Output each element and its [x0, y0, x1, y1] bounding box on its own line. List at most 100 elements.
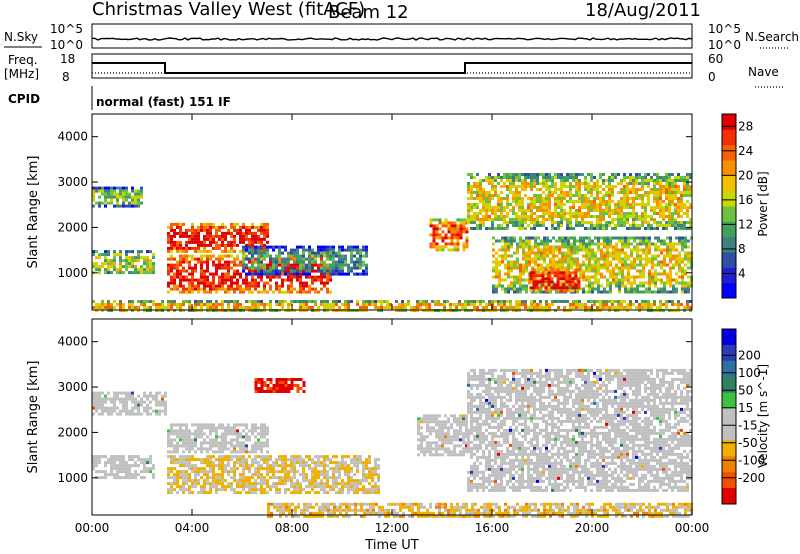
echo-cell — [494, 176, 497, 179]
echo-cell — [380, 306, 383, 309]
echo-cell — [119, 400, 122, 404]
echo-cell — [191, 447, 194, 451]
echo-cell — [648, 260, 651, 264]
echo-cell — [98, 406, 101, 410]
echo-cell — [635, 179, 638, 182]
echo-cell — [233, 222, 236, 226]
echo-cell — [662, 191, 665, 194]
echo-cell — [314, 263, 317, 267]
echo-cell — [134, 461, 137, 465]
echo-cell — [588, 278, 591, 282]
echo-cell — [590, 300, 593, 303]
echo-cell — [167, 491, 170, 495]
echo-cell — [621, 248, 624, 252]
echo-cell — [128, 391, 131, 395]
power-colorbar-swatch — [722, 282, 736, 299]
echo-cell — [185, 246, 188, 250]
echo-cell — [95, 250, 98, 254]
echo-cell — [203, 473, 206, 477]
echo-cell — [344, 300, 347, 303]
echo-cell — [266, 303, 269, 306]
echo-cell — [600, 290, 603, 294]
echo-cell — [515, 212, 518, 215]
echo-cell — [332, 254, 335, 258]
echo-cell — [128, 397, 131, 401]
echo-cell — [209, 438, 212, 442]
echo-cell — [179, 234, 182, 238]
echo-cell — [626, 176, 629, 179]
echo-cell — [573, 245, 576, 249]
echo-cell — [386, 303, 389, 306]
power-colorbar-swatch — [722, 206, 736, 222]
echo-cell — [683, 176, 686, 179]
echo-cell — [677, 215, 680, 218]
echo-cell — [167, 225, 170, 229]
echo-cell — [639, 272, 642, 276]
echo-cell — [137, 259, 140, 263]
echo-cell — [122, 303, 125, 306]
power-echo-cells — [92, 173, 693, 312]
echo-cell — [666, 278, 669, 282]
echo-cell — [594, 269, 597, 273]
echo-cell — [513, 251, 516, 255]
echo-cell — [167, 303, 170, 306]
echo-cell — [588, 239, 591, 243]
echo-cell — [212, 237, 215, 241]
echo-cell — [335, 260, 338, 264]
echo-cell — [635, 224, 638, 227]
echo-cell — [224, 441, 227, 445]
echo-cell — [191, 231, 194, 235]
echo-cell — [164, 412, 167, 416]
echo-cell — [170, 240, 173, 244]
echo-cell — [266, 266, 269, 270]
echo-cell — [597, 245, 600, 249]
echo-cell — [254, 482, 257, 486]
echo-cell — [230, 243, 233, 247]
echo-cell — [329, 269, 332, 273]
echo-cell — [305, 272, 308, 276]
echo-cell — [266, 254, 269, 258]
echo-cell — [624, 236, 627, 240]
echo-cell — [245, 432, 248, 436]
echo-cell — [647, 221, 650, 224]
echo-cell — [143, 458, 146, 462]
echo-cell — [536, 200, 539, 203]
echo-cell — [677, 179, 680, 182]
echo-cell — [350, 300, 353, 303]
echo-cell — [560, 197, 563, 200]
echo-cell — [541, 277, 545, 281]
echo-cell — [245, 234, 248, 238]
echo-cell — [272, 263, 275, 267]
freq-panel — [91, 53, 693, 79]
echo-cell — [522, 272, 525, 276]
echo-cell — [134, 470, 137, 474]
echo-cell — [149, 265, 152, 269]
echo-cell — [603, 254, 606, 258]
echo-cell — [170, 275, 173, 279]
echo-cell — [179, 290, 182, 294]
echo-cell — [612, 257, 615, 261]
echo-cell — [173, 263, 176, 267]
echo-cell — [269, 260, 272, 264]
echo-cell — [242, 450, 245, 454]
echo-cell — [107, 189, 110, 193]
echo-cell — [515, 179, 518, 182]
echo-cell — [125, 253, 128, 257]
echo-cell — [182, 423, 185, 427]
echo-cell — [188, 237, 191, 241]
echo-cell — [236, 222, 239, 226]
echo-cell — [633, 248, 636, 252]
echo-cell — [248, 482, 251, 486]
echo-cell — [224, 243, 227, 247]
echo-cell — [203, 284, 206, 288]
echo-cell — [554, 212, 557, 215]
echo-cell — [470, 197, 473, 200]
echo-cell — [116, 201, 119, 205]
echo-cell — [248, 260, 251, 264]
echo-cell — [242, 266, 245, 270]
echo-cell — [680, 221, 683, 224]
power-colorbar-tick-label: 20 — [738, 168, 753, 182]
echo-cell — [546, 266, 549, 270]
echo-cell — [524, 227, 527, 230]
echo-cell — [215, 225, 218, 229]
